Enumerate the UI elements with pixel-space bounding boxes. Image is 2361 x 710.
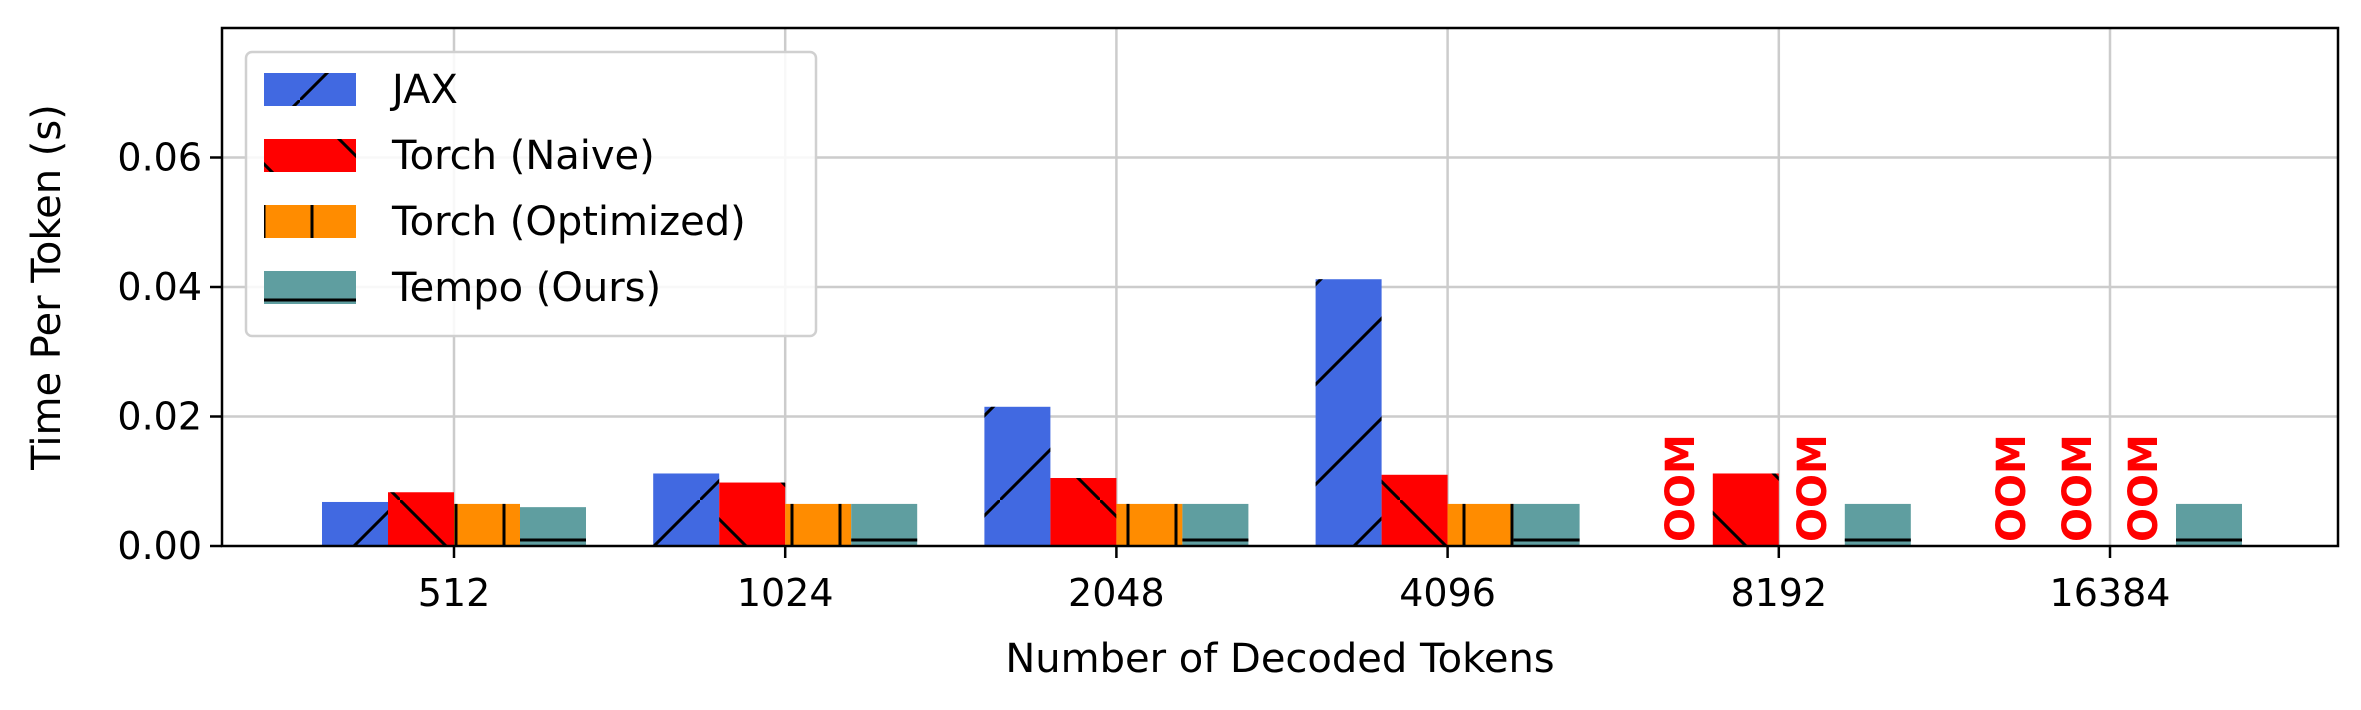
x-axis-label: Number of Decoded Tokens xyxy=(1005,636,1554,682)
legend-swatch-hatch xyxy=(264,73,356,106)
legend-swatch-hatch xyxy=(264,205,356,238)
oom-label: OOM xyxy=(1790,434,1836,542)
legend-label: JAX xyxy=(389,67,458,113)
oom-label: OOM xyxy=(1989,434,2035,542)
bar-hatch xyxy=(1315,279,1382,546)
legend-label: Torch (Optimized) xyxy=(391,199,746,245)
bar-hatch xyxy=(1050,478,1117,546)
bar-hatch xyxy=(1513,503,1580,546)
legend-label: Torch (Naive) xyxy=(391,133,655,179)
bar-hatch xyxy=(1844,503,1911,546)
legend-label: Tempo (Ours) xyxy=(391,265,661,311)
y-tick-label: 0.06 xyxy=(117,136,202,180)
oom-label: OOM xyxy=(2121,434,2167,542)
bar-hatch xyxy=(322,501,388,546)
legend: JAX Torch (Naive) Torch (Optimized) Tempo (… xyxy=(244,50,818,338)
bar-hatch xyxy=(653,473,720,546)
y-axis-label: Time Per Token (s) xyxy=(24,104,70,471)
bar-hatch xyxy=(1712,473,1779,546)
bar-hatch xyxy=(454,503,520,546)
legend-swatch-hatch xyxy=(264,271,356,304)
bar-hatch xyxy=(520,507,586,546)
bar-hatch xyxy=(388,492,454,546)
x-tick-label: 512 xyxy=(418,571,491,615)
x-axis-ticks: 512 1024 2048 4096 8192 16384 xyxy=(418,546,2171,615)
y-tick-label: 0.04 xyxy=(117,265,202,309)
bar-hatch xyxy=(1182,503,1249,546)
bar-hatch xyxy=(1447,503,1514,546)
y-tick-label: 0.02 xyxy=(117,395,202,439)
y-tick-label: 0.00 xyxy=(117,524,202,568)
x-tick-label: 16384 xyxy=(2050,571,2171,615)
bars xyxy=(322,279,2242,546)
oom-labels: OOM OOM OOM OOM OOM xyxy=(1658,434,2167,542)
bar-hatch xyxy=(785,503,852,546)
oom-label: OOM xyxy=(1658,434,1704,542)
y-axis-ticks: 0.00 0.02 0.04 0.06 xyxy=(117,136,222,568)
x-tick-label: 1024 xyxy=(737,571,834,615)
bar-hatch xyxy=(851,503,918,546)
oom-label: OOM xyxy=(2055,434,2101,542)
bar-hatch xyxy=(1381,474,1448,546)
bar-hatch xyxy=(2176,503,2242,546)
legend-swatch-hatch xyxy=(264,139,356,172)
bar-hatch xyxy=(719,482,786,546)
x-tick-label: 8192 xyxy=(1730,571,1827,615)
bar-hatch xyxy=(984,406,1051,546)
x-tick-label: 2048 xyxy=(1068,571,1165,615)
bar-hatch xyxy=(1116,503,1183,546)
legend-frame xyxy=(244,50,818,338)
x-tick-label: 4096 xyxy=(1399,571,1496,615)
